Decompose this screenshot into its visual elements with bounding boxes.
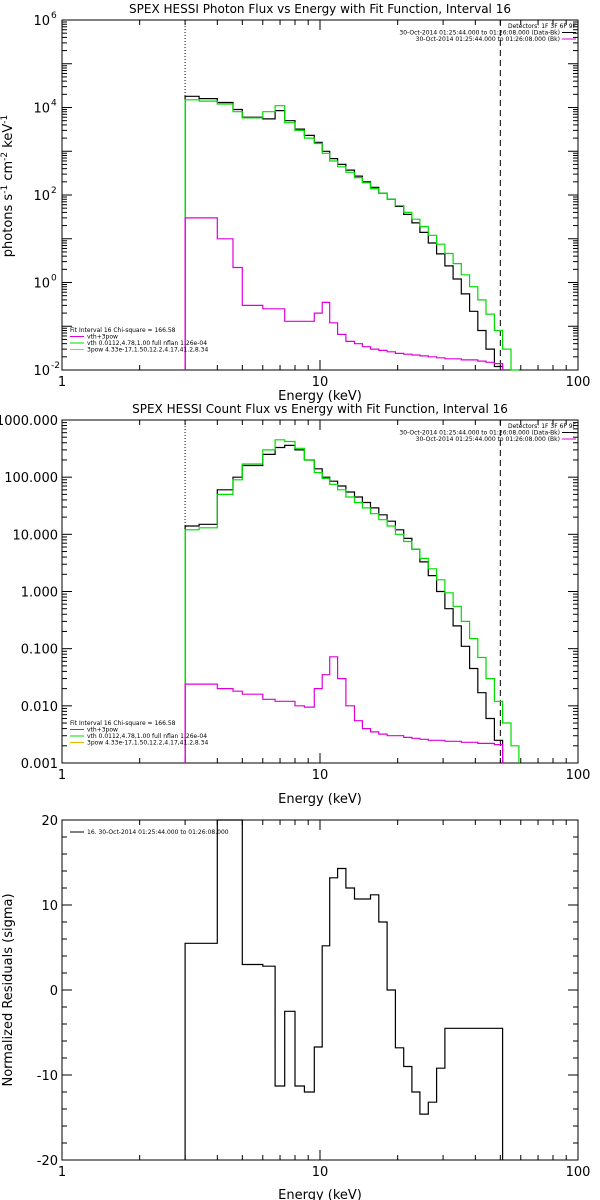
photon-flux-x-tick-label: 10: [312, 375, 329, 390]
residuals-x-tick-label: 100: [566, 1165, 591, 1180]
photon-flux-series-1-line: [184, 99, 519, 371]
count-flux-y-tick-label: 0.001: [21, 757, 58, 772]
photon-flux-legend-text: 3pow 4.33e-17,1.50,12.2,4.17,41.2,8.34: [87, 347, 208, 354]
count-flux-y-tick-label: 1000.000: [0, 414, 58, 429]
photon-flux-xlabel: Energy (keV): [278, 389, 362, 404]
count-flux-legend-text: 30-Oct-2014 01:25:44.000 to 01:26:08.000…: [416, 436, 560, 443]
photon-flux-legend-text: vth 0.0112,4.78,1.00 full nflan 1.26e-04: [87, 340, 207, 347]
photon-flux-x-tick-label: 100: [566, 375, 591, 390]
photon-flux-y-tick-exponent: 4: [51, 99, 57, 109]
ylabel-part: cm: [1, 161, 16, 185]
ylabel-part: keV: [1, 124, 16, 152]
residuals-legend-topleft: 16. 30-Oct-2014 01:25:44.000 to 01:26:08…: [70, 829, 229, 836]
residuals-xlabel: Energy (keV): [278, 1188, 362, 1200]
count-flux-x-tick-label: 100: [566, 768, 591, 783]
residuals-ylabel: Normalized Residuals (sigma): [1, 893, 16, 1086]
count-flux-y-tick-label: 1.000: [21, 586, 58, 601]
photon-flux-y-tick-label: 10: [33, 189, 50, 204]
ylabel-exponent: -1: [0, 185, 10, 194]
count-flux-legend-text: Fit Interval 16 Chi-square = 166.58: [70, 720, 176, 727]
photon-flux-ylabel: photons s-1 cm-2 keV-1: [0, 115, 16, 257]
ylabel-exponent: -1: [0, 115, 10, 124]
photon-flux-legend-text: Detectors: 1F 3F 6F 9F: [508, 23, 577, 30]
count-flux-series: [184, 439, 520, 763]
ylabel-part: photons s: [1, 194, 16, 258]
residuals-legend-text: 16. 30-Oct-2014 01:25:44.000 to 01:26:08…: [87, 829, 229, 836]
photon-flux-y-tick-label: 10: [33, 364, 50, 379]
count-flux-y-tick-label: 0.010: [21, 700, 58, 715]
count-flux-x-tick-label: 1: [58, 768, 66, 783]
photon-flux-y-tick-label: 10: [33, 14, 50, 29]
photon-flux-series: [184, 95, 519, 371]
photon-flux-y-tick-exponent: 0: [51, 274, 57, 284]
ylabel-exponent: -2: [0, 152, 10, 161]
photon-flux-y-tick-label: 10: [33, 102, 50, 117]
count-flux-panel: SPEX HESSI Count Flux vs Energy with Fit…: [0, 402, 590, 807]
count-flux-axes: 1 10 100 0.001 0.010 0.100 1.000 10.000 100.000 1…: [0, 414, 590, 783]
count-flux-legend-text: 3pow 4.33e-17,1.50,12.2,4.17,41.2,8.34: [87, 740, 208, 747]
residuals-x-tick-label: 1: [58, 1165, 66, 1180]
residuals-series: [184, 819, 504, 1160]
photon-flux-legend-text: Fit Interval 16 Chi-square = 166.58: [70, 327, 176, 334]
count-flux-y-tick-label: 0.100: [21, 643, 58, 658]
photon-flux-panel: SPEX HESSI Photon Flux vs Energy with Fi…: [0, 2, 590, 404]
count-flux-legend-text: Detectors: 1F 3F 6F 9F: [508, 423, 577, 430]
photon-flux-legend-bottomleft: Fit Interval 16 Chi-square = 166.58vth+3…: [70, 327, 208, 354]
photon-flux-y-tick-exponent: 2: [51, 186, 57, 196]
residuals-y-tick-label: 20: [41, 814, 58, 829]
photon-flux-y-tick-exponent: 6: [51, 11, 57, 21]
count-flux-title: SPEX HESSI Count Flux vs Energy with Fit…: [132, 402, 508, 416]
photon-flux-ylabel-text: photons s-1 cm-2 keV-1: [0, 115, 16, 257]
count-flux-legend-bottomleft: Fit Interval 16 Chi-square = 166.58vth+3…: [70, 720, 208, 747]
residuals-axes: 1 10 100 -20 -10 0 10 20: [37, 814, 591, 1180]
photon-flux-x-tick-label: 1: [58, 375, 66, 390]
count-flux-legend-text: vth 0.0112,4.78,1.00 full nflan 1.26e-04: [87, 733, 207, 740]
residuals-series-0-line: [184, 819, 504, 1160]
photon-flux-series-2-line: [184, 217, 504, 370]
photon-flux-series-0-line: [184, 95, 504, 370]
photon-flux-y-tick-exponent: -2: [51, 361, 60, 371]
photon-flux-legend-text: 30-Oct-2014 01:25:44.000 to 01:26:08.000…: [399, 30, 560, 37]
count-flux-legend-text: vth+3pow: [87, 727, 118, 734]
photon-flux-legend-text: vth+3pow: [87, 334, 118, 341]
count-flux-y-tick-label: 10.000: [13, 528, 59, 543]
residuals-y-tick-label: -10: [37, 1069, 58, 1084]
photon-flux-y-tick-label: 10: [33, 277, 50, 292]
count-flux-legend-text: 30-Oct-2014 01:25:44.000 to 01:26:08.000…: [399, 430, 560, 437]
count-flux-series-1-line: [184, 439, 520, 763]
residuals-panel: 1 10 100 -20 -10 0 10 20 Energy (keV) Normalize…: [1, 814, 590, 1200]
count-flux-series-0-line: [184, 444, 504, 763]
residuals-y-tick-label: 0: [50, 984, 58, 999]
residuals-y-tick-label: 10: [41, 899, 58, 914]
photon-flux-title: SPEX HESSI Photon Flux vs Energy with Fi…: [129, 2, 511, 16]
photon-flux-legend-text: 30-Oct-2014 01:25:44.000 to 01:26:08.000…: [416, 36, 560, 43]
count-flux-xlabel: Energy (keV): [278, 792, 362, 807]
residuals-y-tick-label: -20: [37, 1154, 58, 1169]
count-flux-series-2-line: [184, 656, 504, 763]
residuals-x-tick-label: 10: [312, 1165, 329, 1180]
count-flux-x-tick-label: 10: [312, 768, 329, 783]
count-flux-y-tick-label: 100.000: [4, 471, 58, 486]
